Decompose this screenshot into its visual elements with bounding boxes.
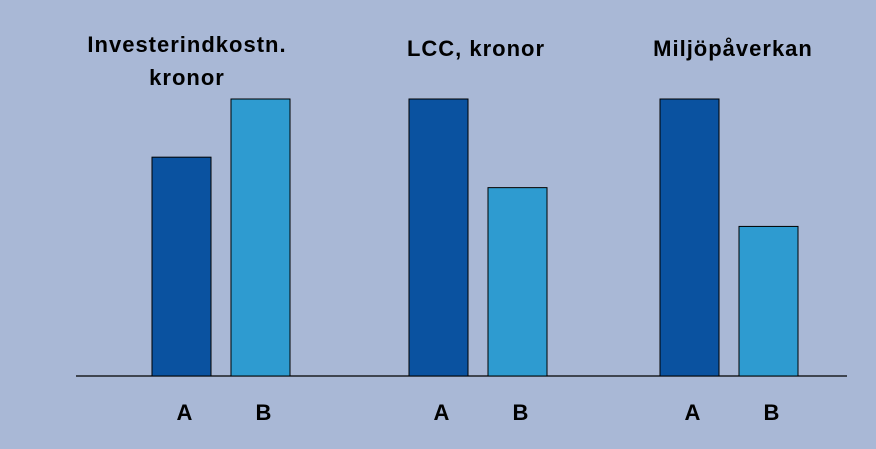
x-tick-label: A	[434, 400, 450, 425]
bar	[738, 225, 799, 377]
title-line: kronor	[149, 65, 225, 90]
x-tick-label: A	[177, 400, 193, 425]
title-line: Investerindkostn.	[87, 32, 286, 57]
x-tick-label: B	[513, 400, 529, 425]
bar	[487, 187, 548, 377]
chart-title: Investerindkostn. kronor	[87, 32, 286, 90]
chart-title: Miljöpåverkan	[653, 36, 813, 61]
bar	[408, 98, 469, 377]
x-tick-label: B	[256, 400, 272, 425]
x-tick-label: B	[764, 400, 780, 425]
bar	[659, 98, 720, 377]
bar	[230, 98, 291, 377]
chart-title: LCC, kronor	[407, 36, 545, 61]
bar	[151, 156, 212, 377]
x-tick-label: A	[685, 400, 701, 425]
